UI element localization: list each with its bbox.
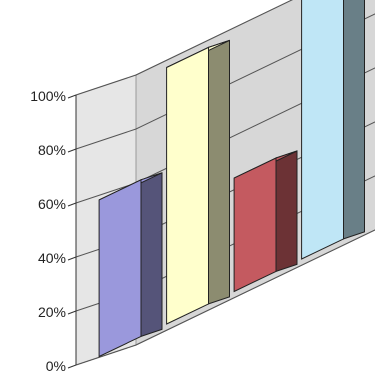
bar — [301, 0, 365, 260]
bars — [98, 0, 365, 358]
bar-front — [166, 46, 209, 325]
y-tick — [67, 364, 77, 369]
bar-side — [140, 172, 163, 338]
y-tick — [67, 256, 77, 261]
bar — [98, 172, 163, 358]
y-tick-label: 20% — [38, 304, 66, 320]
y-tick-label: 0% — [46, 358, 66, 374]
bar — [166, 39, 230, 325]
y-tick-label: 100% — [30, 88, 66, 104]
gridline — [75, 0, 293, 96]
bar-side — [275, 150, 298, 273]
y-tick-label: 80% — [38, 142, 66, 158]
bar-side — [343, 0, 365, 240]
y-tick-label: 40% — [38, 250, 66, 266]
y-axis: 0% 20% 40% 60% 80% 100% — [30, 88, 77, 374]
bar-side — [208, 39, 230, 305]
y-tick — [67, 310, 77, 315]
y-tick — [67, 94, 77, 99]
bar-front — [301, 0, 344, 260]
y-tick — [67, 202, 77, 207]
y-tick-label: 60% — [38, 196, 66, 212]
gridline — [75, 229, 375, 366]
bar-front — [98, 179, 142, 358]
bar — [233, 150, 298, 293]
bar-front — [233, 157, 277, 293]
y-tick — [67, 148, 77, 153]
